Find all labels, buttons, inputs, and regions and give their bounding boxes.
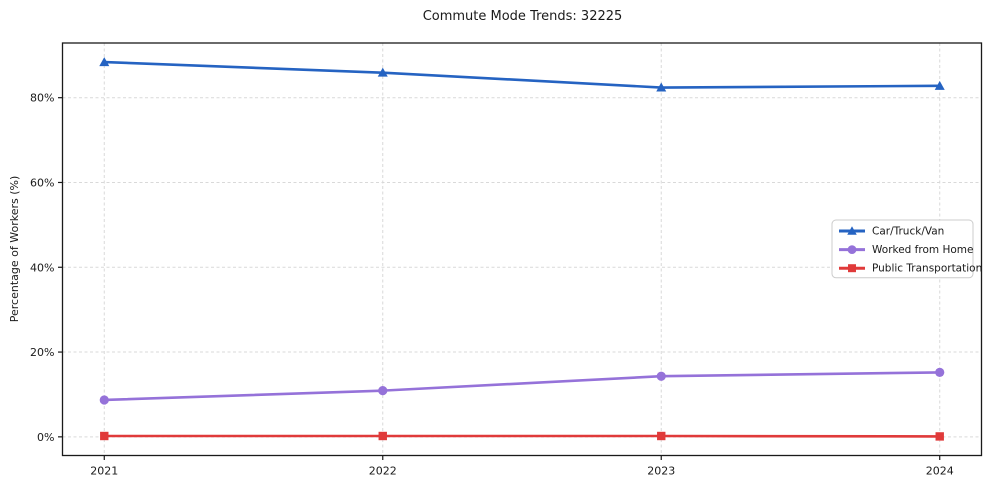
legend-box: Car/Truck/Van Worked from Home Public Tran… — [831, 219, 982, 279]
series-line-worked-from-home — [102, 371, 942, 402]
data-point-marker — [378, 431, 387, 441]
x-tick-label: 2023 — [647, 465, 675, 478]
data-point-marker — [100, 431, 109, 441]
y-tick-label: 0% — [37, 431, 54, 444]
y-tick-label: 40% — [30, 261, 54, 274]
series-line-car-truck-van — [102, 60, 942, 89]
x-tick-label: 2024 — [926, 465, 954, 478]
x-tick-label: 2021 — [90, 465, 118, 478]
series-public-transportation — [100, 431, 944, 441]
y-tick-label: 60% — [30, 176, 54, 189]
y-tick-label: 80% — [30, 92, 54, 105]
data-point-marker — [935, 367, 945, 378]
legend-item-car-truck-van: Car/Truck/Van — [839, 226, 944, 238]
legend-label: Public Transportation — [872, 263, 982, 275]
data-point-marker — [377, 67, 388, 77]
data-point-marker — [848, 264, 856, 273]
series-worked-from-home — [99, 367, 945, 405]
data-point-marker — [656, 371, 666, 381]
data-point-marker — [934, 80, 945, 90]
x-tick-label: 2022 — [369, 465, 397, 478]
legend-item-worked-from-home: Worked from Home — [839, 244, 973, 256]
axes-frame — [61, 42, 983, 457]
legend-label: Worked from Home — [872, 244, 973, 256]
legend-frame — [831, 219, 974, 279]
legend-label: Car/Truck/Van — [872, 226, 944, 238]
axis-ticks: 0% 20% 40% 60% 80% 2021 2022 2023 2024 — [30, 92, 954, 478]
data-point-marker — [657, 431, 666, 441]
data-point-marker — [935, 432, 944, 441]
data-point-marker — [656, 82, 667, 92]
data-point-marker — [99, 57, 110, 67]
legend-item-public-transportation: Public Transportation — [839, 263, 982, 275]
data-point-marker — [847, 245, 857, 254]
data-point-marker — [99, 395, 109, 405]
y-axis-label: Percentage of Workers (%) — [8, 175, 21, 323]
chart-title: Commute Mode Trends: 32225 — [422, 9, 623, 24]
y-tick-label: 20% — [30, 346, 54, 359]
data-point-marker — [847, 226, 857, 235]
data-point-marker — [378, 386, 388, 396]
series-car-truck-van — [99, 57, 945, 92]
